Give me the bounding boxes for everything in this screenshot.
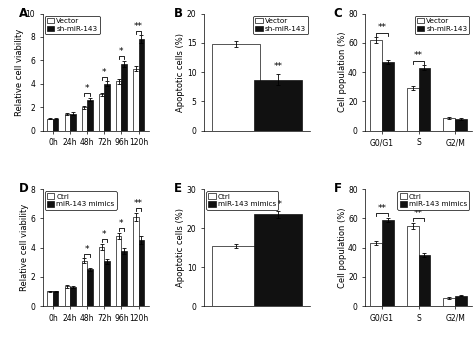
Y-axis label: Cell population (%): Cell population (%) [337, 207, 346, 288]
Text: A: A [19, 6, 28, 20]
Text: **: ** [134, 22, 143, 31]
Text: **: ** [377, 204, 386, 213]
Bar [70, 287, 75, 306]
Bar [70, 114, 75, 131]
Bar [121, 251, 127, 306]
Text: *: * [119, 219, 124, 228]
Bar [87, 100, 93, 131]
Legend: Vector, sh-miR-143: Vector, sh-miR-143 [253, 16, 308, 34]
Text: *: * [102, 68, 107, 77]
Bar [212, 245, 260, 306]
Text: **: ** [274, 200, 283, 208]
Legend: Ctrl, miR-143 mimics: Ctrl, miR-143 mimics [206, 191, 278, 209]
Bar [455, 119, 467, 131]
Text: C: C [334, 6, 342, 20]
Bar [443, 298, 455, 306]
Bar [133, 217, 138, 306]
Y-axis label: Relative cell viability: Relative cell viability [20, 204, 29, 291]
Legend: Ctrl, miR-143 mimics: Ctrl, miR-143 mimics [398, 191, 469, 209]
Bar [382, 220, 394, 306]
Bar [407, 226, 419, 306]
Legend: Vector, sh-miR-143: Vector, sh-miR-143 [45, 16, 100, 34]
Bar [82, 107, 87, 131]
Text: B: B [174, 6, 183, 20]
Bar [370, 243, 382, 306]
Bar [419, 255, 430, 306]
Bar [82, 261, 87, 306]
Y-axis label: Relative cell viability: Relative cell viability [15, 29, 24, 116]
Bar [64, 114, 70, 131]
Text: **: ** [414, 209, 423, 218]
Text: F: F [334, 182, 342, 195]
Y-axis label: Apoptotic cells (%): Apoptotic cells (%) [176, 208, 185, 287]
Bar [53, 291, 58, 306]
Text: *: * [85, 244, 90, 254]
Bar [121, 64, 127, 131]
Text: **: ** [414, 51, 423, 61]
Bar [99, 94, 104, 131]
Bar [99, 247, 104, 306]
Text: E: E [174, 182, 182, 195]
Bar [116, 236, 121, 306]
Text: **: ** [274, 63, 283, 71]
Bar [87, 270, 93, 306]
Bar [419, 68, 430, 131]
Text: **: ** [377, 23, 386, 32]
Y-axis label: Cell population (%): Cell population (%) [337, 32, 346, 112]
Bar [370, 40, 382, 131]
Bar [64, 286, 70, 306]
Bar [255, 215, 302, 306]
Bar [382, 62, 394, 131]
Bar [116, 82, 121, 131]
Bar [138, 240, 144, 306]
Bar [443, 118, 455, 131]
Text: *: * [102, 230, 107, 239]
Bar [104, 261, 110, 306]
Text: D: D [19, 182, 29, 195]
Y-axis label: Apoptotic cells (%): Apoptotic cells (%) [176, 33, 185, 112]
Bar [255, 80, 302, 131]
Bar [455, 296, 467, 306]
Text: *: * [85, 84, 90, 93]
Legend: Vector, sh-miR-143: Vector, sh-miR-143 [415, 16, 469, 34]
Text: *: * [119, 47, 124, 56]
Bar [47, 291, 53, 306]
Text: **: ** [134, 199, 143, 208]
Bar [407, 88, 419, 131]
Bar [104, 84, 110, 131]
Bar [47, 119, 53, 131]
Bar [53, 119, 58, 131]
Legend: Ctrl, miR-143 mimics: Ctrl, miR-143 mimics [45, 191, 117, 209]
Bar [133, 69, 138, 131]
Bar [138, 39, 144, 131]
Bar [212, 44, 260, 131]
